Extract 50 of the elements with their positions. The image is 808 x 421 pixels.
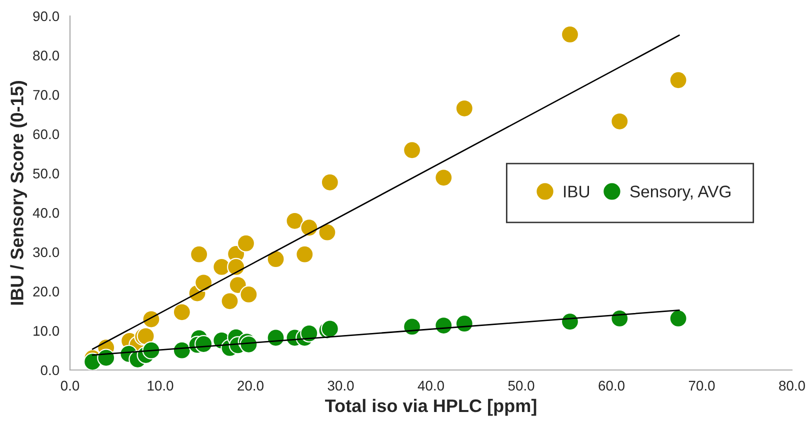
y-tick-label: 10.0: [34, 326, 60, 336]
legend-label: Sensory, AVG: [630, 186, 730, 201]
y-tick-label: 50.0: [33, 168, 60, 179]
point: [194, 334, 213, 354]
point: [402, 318, 422, 336]
y-tick-label: 0.0: [40, 365, 60, 376]
point: [266, 328, 285, 347]
y-tick-label: 90.0: [33, 11, 60, 22]
point: [172, 303, 191, 322]
x-tick-label: 80.0: [779, 380, 805, 391]
point: [560, 312, 580, 331]
point: [190, 245, 208, 264]
y-tick-label: 40.0: [32, 208, 60, 218]
y-tick-label: 60.0: [33, 129, 60, 140]
x-tick-label: 60.0: [598, 380, 624, 391]
x-tick-label: 0.0: [60, 380, 80, 391]
point: [97, 348, 116, 367]
y-tick-label: 30.0: [33, 247, 60, 258]
point: [236, 234, 256, 252]
x-tick-label: 10.0: [148, 380, 174, 391]
point: [669, 71, 688, 90]
y-axis-title: IBU / Sensory Score (0-15): [10, 81, 27, 305]
point: [402, 141, 422, 160]
point: [296, 245, 314, 264]
y-tick-label: 80.0: [33, 50, 60, 61]
point: [455, 99, 474, 118]
x-tick-label: 20.0: [238, 380, 264, 391]
point: [669, 309, 688, 328]
point: [434, 168, 453, 187]
x-tick-label: 70.0: [688, 380, 715, 391]
point: [560, 25, 580, 44]
point: [240, 285, 258, 304]
point: [227, 258, 246, 276]
point: [266, 250, 285, 268]
x-axis-title: Total iso via HPLC [ppm]: [325, 398, 536, 416]
x-tick-label: 30.0: [328, 380, 354, 391]
legend-label: IBU: [564, 186, 589, 198]
x-tick-label: 50.0: [508, 380, 534, 391]
point: [318, 223, 336, 242]
point: [300, 218, 318, 237]
point: [220, 292, 239, 310]
point: [286, 212, 304, 230]
point: [300, 324, 318, 342]
point: [194, 274, 213, 292]
point: [610, 112, 629, 130]
y-tick-label: 20.0: [33, 286, 60, 297]
x-tick-label: 40.0: [418, 380, 444, 391]
y-tick-label: 70.0: [33, 90, 60, 100]
point: [320, 173, 339, 192]
point: [610, 309, 629, 328]
